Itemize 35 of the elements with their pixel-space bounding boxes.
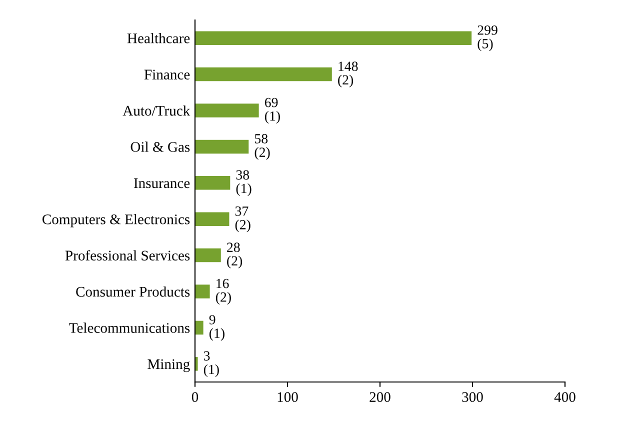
x-tick-label: 400 xyxy=(554,392,576,402)
data-label: 69 (1) xyxy=(264,98,280,124)
x-tick-label: 200 xyxy=(370,392,390,402)
data-label: 38 (1) xyxy=(236,170,252,196)
bar xyxy=(195,104,259,118)
x-tick-label: 300 xyxy=(462,392,483,402)
y-tick-label: Consumer Products xyxy=(76,286,190,297)
x-tick-label: 0 xyxy=(192,392,198,402)
bar xyxy=(195,284,210,298)
data-label: 9 (1) xyxy=(209,315,224,341)
y-tick-label: Professional Services xyxy=(65,250,190,261)
y-tick-label: Auto/Truck xyxy=(122,105,190,116)
data-label: 148 (2) xyxy=(338,62,358,88)
data-label: 3 (1) xyxy=(204,351,219,377)
y-tick-label: Insurance xyxy=(134,178,190,188)
data-label: 28 (2) xyxy=(227,242,242,268)
data-label: 299 (5) xyxy=(478,25,498,52)
y-tick-label: Mining xyxy=(148,359,190,372)
bar xyxy=(195,176,230,190)
y-tick-label: Oil & Gas xyxy=(130,142,190,152)
bar xyxy=(195,320,204,335)
bar xyxy=(195,67,332,82)
bar xyxy=(195,31,472,45)
bar xyxy=(195,357,198,371)
data-label: 16 (2) xyxy=(216,278,231,305)
data-label: 37 (2) xyxy=(235,206,250,232)
bar xyxy=(195,212,230,226)
y-tick-label: Telecommunications xyxy=(69,322,190,333)
data-label: 58 (2) xyxy=(254,134,270,160)
x-tick-label: 100 xyxy=(278,392,298,402)
bar xyxy=(195,248,221,262)
y-tick-label: Healthcare xyxy=(127,33,190,44)
y-tick-label: Computers & Electronics xyxy=(42,214,190,228)
bar xyxy=(195,140,249,154)
y-tick-label: Finance xyxy=(144,70,190,80)
